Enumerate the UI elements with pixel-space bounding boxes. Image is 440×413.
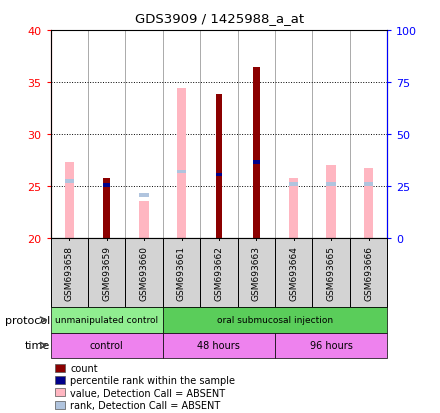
FancyBboxPatch shape bbox=[163, 308, 387, 333]
Text: unmanipulated control: unmanipulated control bbox=[55, 316, 158, 325]
Bar bbox=[289, 183, 298, 186]
Text: GSM693666: GSM693666 bbox=[364, 245, 373, 300]
Text: GDS3909 / 1425988_a_at: GDS3909 / 1425988_a_at bbox=[136, 12, 304, 25]
FancyBboxPatch shape bbox=[51, 238, 88, 308]
FancyBboxPatch shape bbox=[51, 333, 163, 358]
Text: GSM693659: GSM693659 bbox=[102, 245, 111, 300]
Bar bbox=[364, 183, 373, 186]
Bar bbox=[253, 68, 260, 238]
Legend: count, percentile rank within the sample, value, Detection Call = ABSENT, rank, : count, percentile rank within the sample… bbox=[55, 363, 235, 410]
FancyBboxPatch shape bbox=[88, 238, 125, 308]
FancyBboxPatch shape bbox=[312, 238, 350, 308]
Text: time: time bbox=[25, 340, 50, 351]
FancyBboxPatch shape bbox=[238, 238, 275, 308]
Bar bbox=[139, 201, 149, 238]
Bar bbox=[65, 163, 74, 238]
Bar bbox=[326, 183, 336, 186]
Text: protocol: protocol bbox=[4, 315, 50, 325]
Text: GSM693664: GSM693664 bbox=[289, 246, 298, 300]
Text: control: control bbox=[90, 340, 124, 351]
FancyBboxPatch shape bbox=[163, 238, 200, 308]
FancyBboxPatch shape bbox=[163, 333, 275, 358]
Bar bbox=[253, 161, 260, 164]
FancyBboxPatch shape bbox=[275, 238, 312, 308]
FancyBboxPatch shape bbox=[275, 333, 387, 358]
Text: GSM693663: GSM693663 bbox=[252, 245, 261, 300]
Bar bbox=[364, 169, 373, 238]
Text: oral submucosal injection: oral submucosal injection bbox=[217, 316, 333, 325]
Text: 48 hours: 48 hours bbox=[198, 340, 240, 351]
Bar bbox=[139, 194, 149, 198]
FancyBboxPatch shape bbox=[125, 238, 163, 308]
Text: GSM693660: GSM693660 bbox=[139, 245, 149, 300]
Text: GSM693665: GSM693665 bbox=[326, 245, 336, 300]
Bar bbox=[65, 180, 74, 183]
Bar bbox=[177, 89, 186, 238]
Text: GSM693662: GSM693662 bbox=[214, 246, 224, 300]
Bar bbox=[216, 95, 222, 238]
Text: GSM693658: GSM693658 bbox=[65, 245, 74, 300]
Bar bbox=[289, 178, 298, 238]
Bar bbox=[103, 184, 110, 187]
Bar bbox=[216, 173, 222, 177]
FancyBboxPatch shape bbox=[350, 238, 387, 308]
Bar bbox=[103, 178, 110, 238]
Bar bbox=[177, 170, 186, 174]
FancyBboxPatch shape bbox=[200, 238, 238, 308]
Bar bbox=[326, 166, 336, 238]
Text: GSM693661: GSM693661 bbox=[177, 245, 186, 300]
FancyBboxPatch shape bbox=[51, 308, 163, 333]
Text: 96 hours: 96 hours bbox=[310, 340, 352, 351]
